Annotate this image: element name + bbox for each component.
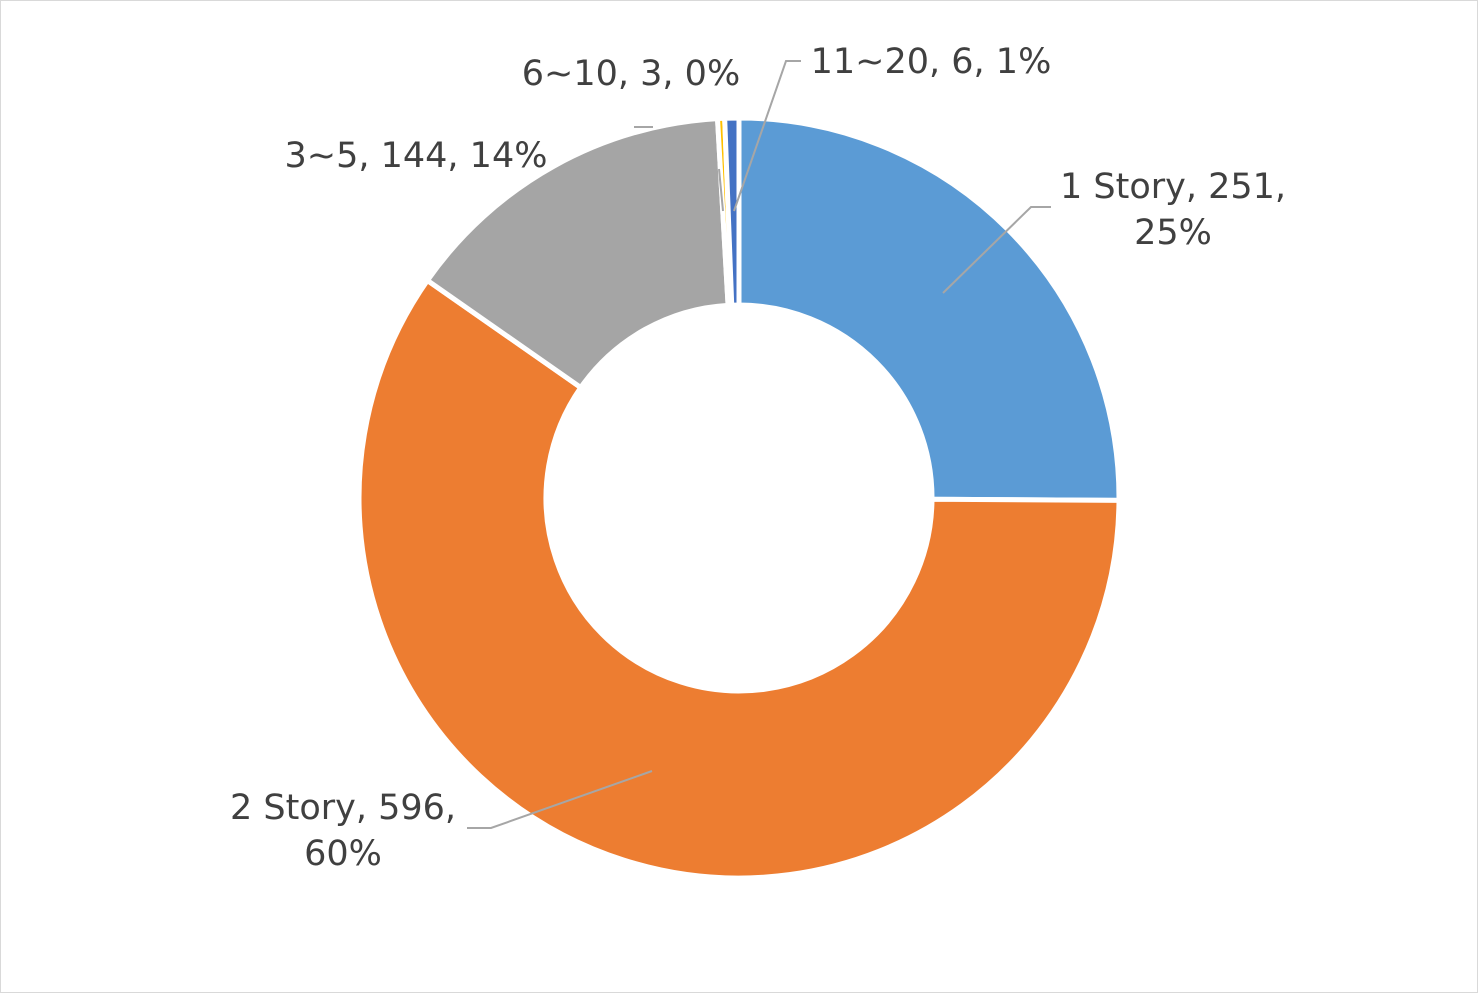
- data-label-line: 11~20, 6, 1%: [811, 42, 1052, 82]
- leader-line-0: [942, 206, 1051, 294]
- leader-lines: [467, 60, 1051, 829]
- data-label-line: 3~5, 144, 14%: [285, 136, 548, 176]
- data-label-11-20: 11~20, 6, 1%: [811, 42, 1052, 82]
- leader-line-4: [733, 60, 801, 212]
- leader-line-3: [718, 168, 724, 212]
- donut-slices: [356, 115, 1122, 881]
- leader-line-1: [467, 770, 653, 829]
- data-labels: 1 Story, 251, 25% 2 Story, 596, 60% 3~5, 144…: [230, 42, 1286, 874]
- data-label-line: 1 Story, 251,: [1060, 167, 1286, 207]
- data-label-line: 25%: [1134, 213, 1212, 253]
- slice-2-story: [356, 276, 1122, 881]
- data-label-6-10: 6~10, 3, 0%: [522, 54, 740, 94]
- data-label-1-story: 1 Story, 251, 25%: [1060, 167, 1286, 253]
- data-label-line: 2 Story, 596,: [230, 788, 456, 828]
- slice-11-20: [722, 115, 742, 308]
- data-label-line: 6~10, 3, 0%: [522, 54, 740, 94]
- data-label-line: 60%: [304, 834, 382, 874]
- data-label-2-story: 2 Story, 596, 60%: [230, 788, 456, 874]
- slice-3-5: [423, 115, 731, 392]
- data-label-3-5: 3~5, 144, 14%: [285, 136, 548, 176]
- slice-1-story: [736, 115, 1122, 503]
